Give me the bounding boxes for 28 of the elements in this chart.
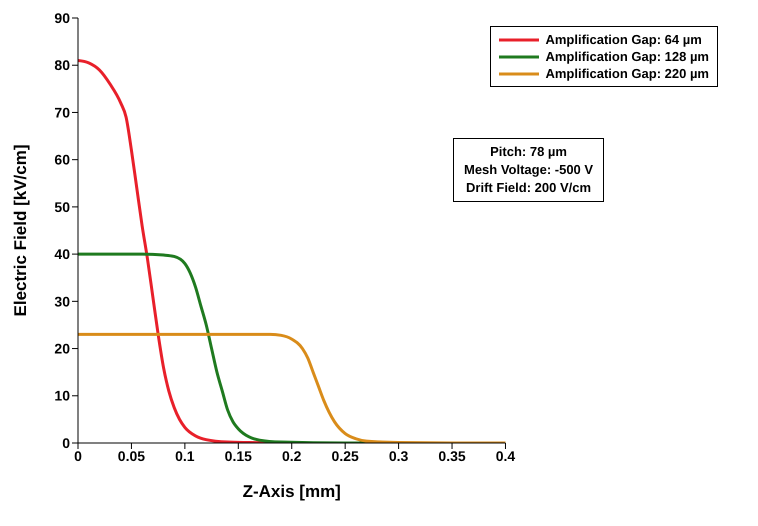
y-tick-label: 90 <box>54 10 70 26</box>
annotation: Mesh Voltage: -500 V <box>464 161 594 179</box>
y-tick-label: 10 <box>54 388 70 404</box>
annotation: Drift Field: 200 V/cm <box>465 179 592 197</box>
x-tick-label: 0.2 <box>282 448 302 464</box>
x-tick-label: 0.05 <box>118 448 146 464</box>
y-tick-label: 0 <box>62 434 70 451</box>
x-tick-label: 0 <box>74 448 82 464</box>
x-tick-label: 0.15 <box>224 448 252 464</box>
x-tick-label: 0.4 <box>496 448 516 464</box>
x-tick-label: 0.1 <box>175 448 195 464</box>
y-tick-label: 60 <box>54 152 70 168</box>
y-tick-label: 50 <box>54 198 70 215</box>
y-tick-label: 20 <box>54 340 70 357</box>
y-tick-label: 70 <box>54 104 70 120</box>
legend-label: Amplification Gap: 128 µm <box>545 49 709 64</box>
y-tick-label: 30 <box>54 293 70 310</box>
x-tick-label: 0.3 <box>388 448 409 464</box>
legend-label: Amplification Gap: 64 µm <box>545 32 702 47</box>
text-box: Pitch: 78 µm Mesh Voltage: -500 V Drift Field: 200 V/cm <box>453 138 604 202</box>
y-tick-label: 80 <box>54 57 70 74</box>
annotation: Pitch: 78 µm <box>489 143 568 161</box>
x-axis-title: Z-Axis [mm] <box>242 482 341 502</box>
x-tick-label: 0.25 <box>332 448 360 464</box>
y-tick-label: 40 <box>54 246 70 262</box>
y-axis-title: Electric Field [kV/cm] <box>11 144 30 316</box>
x-tick-label: 0.35 <box>438 448 466 464</box>
legend-label: Amplification Gap: 220 µm <box>545 66 709 81</box>
